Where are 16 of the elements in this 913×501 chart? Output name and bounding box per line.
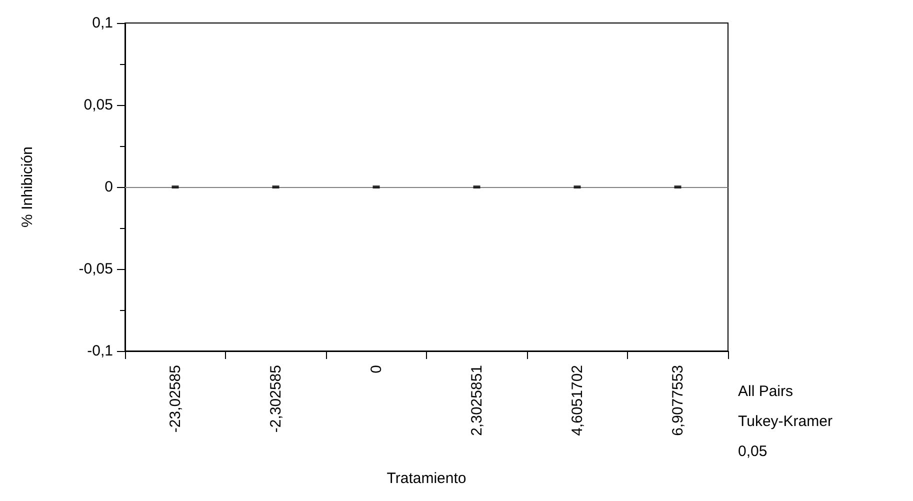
y-tick-label: -0,05 xyxy=(78,260,113,278)
text: 0,05 xyxy=(738,443,768,460)
x-tick-label: 0 xyxy=(368,365,385,374)
x-tick-label: 4,6051702 xyxy=(568,365,586,436)
y-tick-label: 0,05 xyxy=(84,96,113,114)
x-tick-label: -2,302585 xyxy=(267,365,284,433)
text: Tukey-Kramer xyxy=(738,413,832,430)
text: All Pairs xyxy=(738,383,794,400)
x-tick-label: 2,3025851 xyxy=(468,365,486,436)
x-axis-title: Tratamiento xyxy=(386,470,466,487)
y-tick-label: 0,1 xyxy=(92,14,113,32)
x-tick-label: -23,02585 xyxy=(166,365,184,433)
y-axis-title: % Inhibición xyxy=(19,146,36,228)
y-tick-label: -0,1 xyxy=(87,342,113,360)
y-tick-label: 0 xyxy=(104,178,113,196)
x-tick-label: 6,9077553 xyxy=(669,365,686,436)
